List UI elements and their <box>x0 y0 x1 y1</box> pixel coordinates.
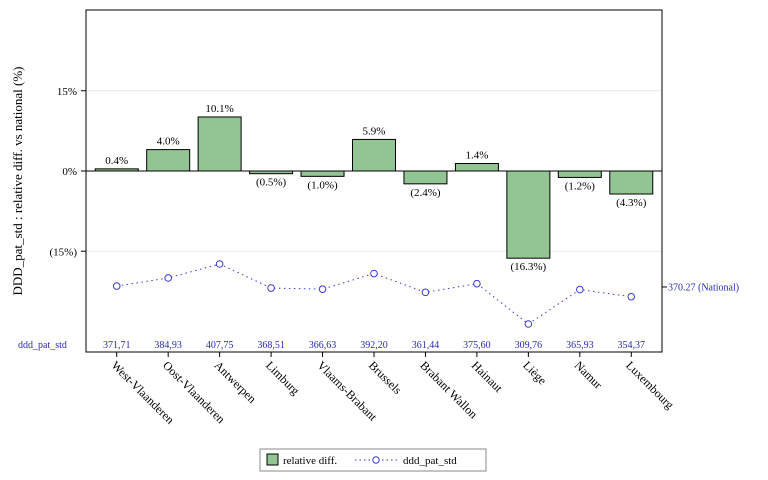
legend-bar-label: relative diff. <box>283 455 337 467</box>
table-value: 309,76 <box>515 340 543 351</box>
table-value: 366,63 <box>309 340 337 351</box>
bar-series <box>94 116 654 259</box>
line-point <box>267 284 275 292</box>
legend-line-marker <box>372 456 380 464</box>
table-values: 371,71 384,93 407,75 368,51 366,63 392,20 361,… <box>103 340 645 351</box>
bar-data-label: (2.4%) <box>410 187 441 199</box>
y-tick-label: 0% <box>62 166 77 178</box>
line-point <box>215 260 224 268</box>
bar <box>146 149 191 172</box>
table-value: 392,20 <box>360 340 388 351</box>
bar <box>454 163 499 172</box>
x-tick-label: Namur <box>572 358 605 391</box>
series-line <box>116 263 632 325</box>
bar <box>197 116 242 172</box>
y-axis: 15% 0% (15%) <box>50 86 86 258</box>
x-tick-label: Limburg <box>263 358 302 397</box>
table-value: 371,71 <box>103 340 131 351</box>
legend-bar-swatch <box>266 453 279 466</box>
bar-data-label: 10.1% <box>205 103 233 115</box>
bar <box>352 138 396 172</box>
bar-data-label: (1.2%) <box>565 180 596 192</box>
legend-line-label: ddd_pat_std <box>403 455 457 467</box>
y-axis-label: DDD_pat_std : relative diff. vs national… <box>10 66 25 295</box>
bar-data-label: (1.0%) <box>307 179 338 191</box>
x-tick-label: Luxembourg <box>623 358 677 412</box>
line-point <box>576 285 584 294</box>
x-tick-label: Hainaut <box>469 358 506 395</box>
y-tick-label: (15%) <box>50 246 78 258</box>
bar-data-labels: 0.4% 4.0% 10.1% (0.5%) (1.0%) 5.9% (2.4%) 1.4% (… <box>105 103 646 273</box>
bar <box>557 170 602 178</box>
table-value: 375,60 <box>463 340 491 351</box>
bar-data-label: 0.4% <box>105 155 128 167</box>
line-series <box>112 260 667 328</box>
line-point <box>524 320 533 328</box>
line-point <box>112 282 121 290</box>
legend: relative diff. ddd_pat_std <box>259 448 487 472</box>
line-point <box>164 274 172 282</box>
national-reference-label: 370.27 (National) <box>668 282 739 293</box>
bar <box>94 168 139 172</box>
bar-data-label: 1.4% <box>465 150 488 162</box>
line-point <box>627 292 636 301</box>
bar-data-label: 4.0% <box>157 136 180 148</box>
table-value: 384,93 <box>154 340 182 351</box>
table-value: 354,37 <box>618 340 646 351</box>
table-value: 365,93 <box>566 340 594 351</box>
bar <box>609 170 654 195</box>
line-point <box>318 285 327 293</box>
table-row-label: ddd_pat_std <box>18 340 67 351</box>
table-value: 368,51 <box>257 340 285 351</box>
bar <box>403 170 448 185</box>
bar-data-label: 5.9% <box>363 125 386 137</box>
bar <box>249 170 294 175</box>
bar-data-label: (4.3%) <box>616 197 647 209</box>
line-point <box>421 288 430 297</box>
bar <box>300 170 345 177</box>
line-point <box>473 279 481 288</box>
table-value: 407,75 <box>206 340 234 351</box>
x-tick-label: Brussels <box>366 358 405 397</box>
line-point <box>370 269 378 278</box>
x-tick-label: Antwerpen <box>212 358 260 406</box>
y-tick-label: 15% <box>57 86 77 98</box>
bar-data-label: (16.3%) <box>510 261 546 273</box>
table-value: 361,44 <box>412 340 440 351</box>
bar <box>506 170 551 259</box>
x-tick-label: Liège <box>520 358 549 387</box>
bar-data-label: (0.5%) <box>256 177 287 189</box>
